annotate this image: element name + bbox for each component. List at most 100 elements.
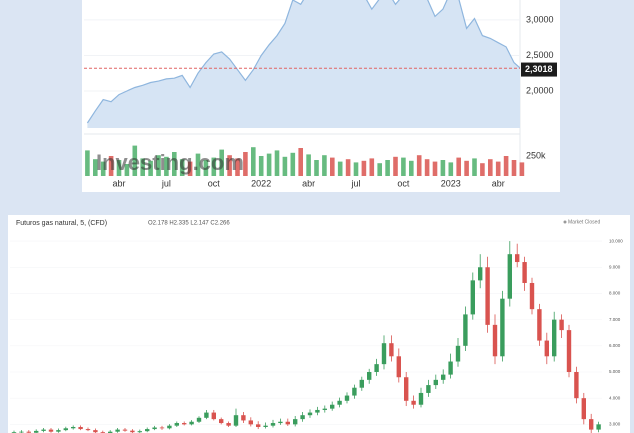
candle-body xyxy=(589,419,594,430)
volume-bar xyxy=(353,162,359,176)
candle-body xyxy=(204,412,209,418)
candle-body xyxy=(26,431,31,433)
candle-body xyxy=(108,431,113,433)
volume-bar xyxy=(156,155,161,176)
candle-body xyxy=(411,400,416,405)
candle-body xyxy=(233,415,239,426)
volume-bar xyxy=(100,161,106,176)
candle-body xyxy=(78,426,83,430)
x-tick-label: abr xyxy=(112,178,125,188)
candle-body xyxy=(404,377,409,401)
x-tick-label: oct xyxy=(208,178,221,188)
volume-bar xyxy=(385,160,390,176)
bottom-chart: Futuros gas natural, 5, (CFD) O2.178 H2.3… xyxy=(10,219,623,433)
volume-bar xyxy=(274,150,280,176)
ohlc-readout: O2.178 H2.335 L2.147 C2.266 xyxy=(148,221,230,227)
candle-body xyxy=(463,314,468,346)
chart-title: Futuros gas natural, 5, (CFD) xyxy=(16,220,107,227)
candle-body xyxy=(337,400,342,405)
volume-bar xyxy=(140,158,145,176)
volume-bar xyxy=(369,158,375,176)
volume-bar xyxy=(322,155,327,176)
candle-body xyxy=(145,429,150,432)
candle-body xyxy=(344,395,350,401)
volume-bar xyxy=(211,157,217,176)
candle-body xyxy=(182,423,187,425)
volume-bar xyxy=(235,158,240,176)
candle-body xyxy=(596,424,601,430)
volume-bar xyxy=(266,153,272,176)
volume-bar xyxy=(424,159,430,176)
area-fill xyxy=(87,0,520,128)
candle-body xyxy=(248,420,253,425)
candle-body xyxy=(56,430,61,432)
candle-body xyxy=(470,280,475,315)
volume-bar xyxy=(495,161,501,176)
y-tick-label: 6.000 xyxy=(609,343,621,348)
volume-bar xyxy=(448,162,454,176)
volume-bar xyxy=(164,156,169,176)
last-value-box xyxy=(521,62,557,77)
candle-body xyxy=(537,309,542,341)
candle-body xyxy=(219,419,224,424)
candle-body xyxy=(137,431,142,433)
candle-body xyxy=(241,415,246,421)
y-tick-label: 4.000 xyxy=(609,395,621,400)
candle-body xyxy=(455,345,461,362)
candle-body xyxy=(500,298,505,357)
y-tick-label: 3.000 xyxy=(609,422,621,427)
volume-bar xyxy=(219,149,224,176)
volume-bar xyxy=(298,148,303,176)
candle-body xyxy=(285,421,290,425)
candle-body xyxy=(515,254,520,263)
volume-bar xyxy=(93,159,98,176)
volume-bar xyxy=(172,152,177,176)
x-tick-label: abr xyxy=(302,178,315,188)
candle-body xyxy=(159,427,165,429)
candle-body xyxy=(448,361,453,375)
candle-body xyxy=(581,398,586,420)
volume-bar xyxy=(195,153,201,176)
volume-bar xyxy=(377,163,382,176)
y2-tick-label: 250k xyxy=(526,150,546,160)
volume-bar xyxy=(203,160,209,176)
market-status: Market Closed xyxy=(568,219,600,225)
volume-bar xyxy=(361,160,367,176)
candle-body xyxy=(300,415,305,420)
volume-bar xyxy=(227,155,232,176)
candles xyxy=(11,241,601,433)
candle-body xyxy=(330,404,335,409)
candle-body xyxy=(522,262,527,283)
candle-body xyxy=(352,387,357,396)
volume-bar xyxy=(85,150,90,176)
x-tick-label: jul xyxy=(350,178,360,188)
candle-body xyxy=(63,428,68,431)
volume-bar xyxy=(409,160,414,176)
volume-bar xyxy=(116,160,122,176)
volume-bar xyxy=(456,157,461,176)
candle-body xyxy=(167,425,172,429)
volume-bar xyxy=(179,159,185,176)
candle-body xyxy=(196,417,202,422)
candle-body xyxy=(418,392,424,405)
candle-body xyxy=(485,267,490,325)
candle-body xyxy=(71,426,76,429)
candle-body xyxy=(174,423,179,426)
candle-body xyxy=(529,282,535,310)
candle-body xyxy=(374,364,379,372)
candle-body xyxy=(566,330,572,372)
y-tick-label: 2,5000 xyxy=(526,50,554,60)
candle-body xyxy=(507,254,512,299)
candle-body xyxy=(552,319,557,357)
candle-body xyxy=(263,425,268,427)
candle-body xyxy=(492,324,498,357)
x-tick-label: 2022 xyxy=(251,178,271,188)
volume-bar xyxy=(330,157,335,176)
volume-bar xyxy=(503,156,509,176)
candle-body xyxy=(270,423,276,426)
volume-bar xyxy=(393,156,398,176)
candle-body xyxy=(574,371,579,399)
candle-body xyxy=(544,340,549,357)
y-tick-label: 10.000 xyxy=(609,238,623,243)
candle-body xyxy=(426,385,431,393)
